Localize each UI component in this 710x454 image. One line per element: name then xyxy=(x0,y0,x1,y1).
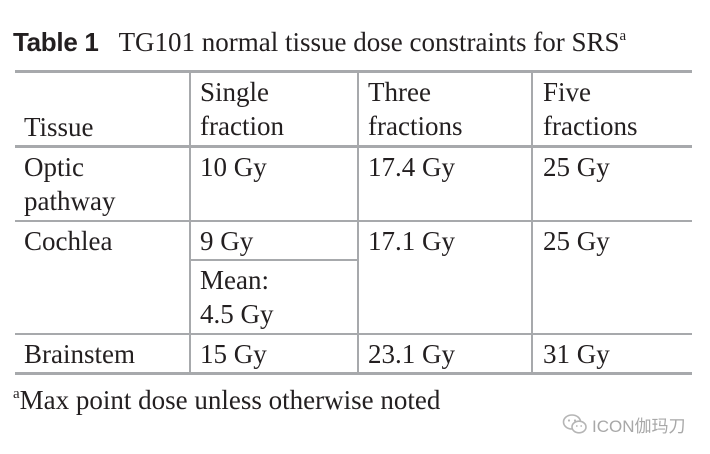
cell-single-fraction-mean: Mean: 4.5 Gy xyxy=(200,263,274,331)
cell-divider xyxy=(190,259,358,261)
cell-single-fraction: 9 Gy xyxy=(200,226,254,256)
wechat-logo-icon xyxy=(562,414,587,434)
cell-single-fraction: 15 Gy xyxy=(200,339,267,369)
column-divider xyxy=(531,70,533,375)
header-line: fractions xyxy=(543,111,638,141)
cell-five-fractions: 25 Gy xyxy=(543,226,610,256)
header-line: Single xyxy=(200,77,270,107)
cell-five-fractions: 31 Gy xyxy=(543,339,610,369)
header-line: Five xyxy=(543,77,592,107)
table-bottom-rule xyxy=(15,372,692,375)
cell-five-fractions: 25 Gy xyxy=(543,152,610,182)
cell-three-fractions: 23.1 Gy xyxy=(368,339,455,369)
header-single-fraction: Single fraction xyxy=(200,75,284,143)
header-line: fraction xyxy=(200,111,284,141)
header-bottom-rule xyxy=(15,145,692,148)
tissue-line: Optic xyxy=(24,152,84,182)
header-line: Three xyxy=(368,77,431,107)
row-tissue-cochlea: Cochlea xyxy=(24,226,113,256)
cell-three-fractions: 17.1 Gy xyxy=(368,226,455,256)
row-tissue-brainstem: Brainstem xyxy=(24,339,135,369)
mean-line: 4.5 Gy xyxy=(200,299,274,329)
table-label: Table 1 xyxy=(13,27,99,57)
watermark-text: ICON伽玛刀 xyxy=(592,416,686,436)
row-tissue-optic-pathway: Optic pathway xyxy=(24,150,115,218)
table-caption: TG101 normal tissue dose constraints for… xyxy=(118,27,620,57)
cell-three-fractions: 17.4 Gy xyxy=(368,152,455,182)
cell-single-fraction: 10 Gy xyxy=(200,152,267,182)
column-divider xyxy=(189,70,191,375)
watermark: ICON伽玛刀 xyxy=(562,410,686,438)
footnote-marker: a xyxy=(13,386,20,402)
header-three-fractions: Three fractions xyxy=(368,75,462,143)
table-top-rule xyxy=(15,70,692,73)
table-footnote: aMax point dose unless otherwise noted xyxy=(13,383,440,417)
tissue-line: pathway xyxy=(24,186,116,216)
table-title: Table 1 TG101 normal tissue dose constrai… xyxy=(13,26,626,58)
column-divider xyxy=(357,70,359,375)
header-five-fractions: Five fractions xyxy=(543,75,637,143)
header-tissue: Tissue xyxy=(24,112,94,142)
caption-superscript: a xyxy=(619,28,627,44)
header-line: fractions xyxy=(368,111,463,141)
footnote-text: Max point dose unless otherwise noted xyxy=(19,385,441,415)
mean-line: Mean: xyxy=(200,265,269,295)
row-divider xyxy=(15,220,692,222)
row-divider xyxy=(15,333,692,335)
